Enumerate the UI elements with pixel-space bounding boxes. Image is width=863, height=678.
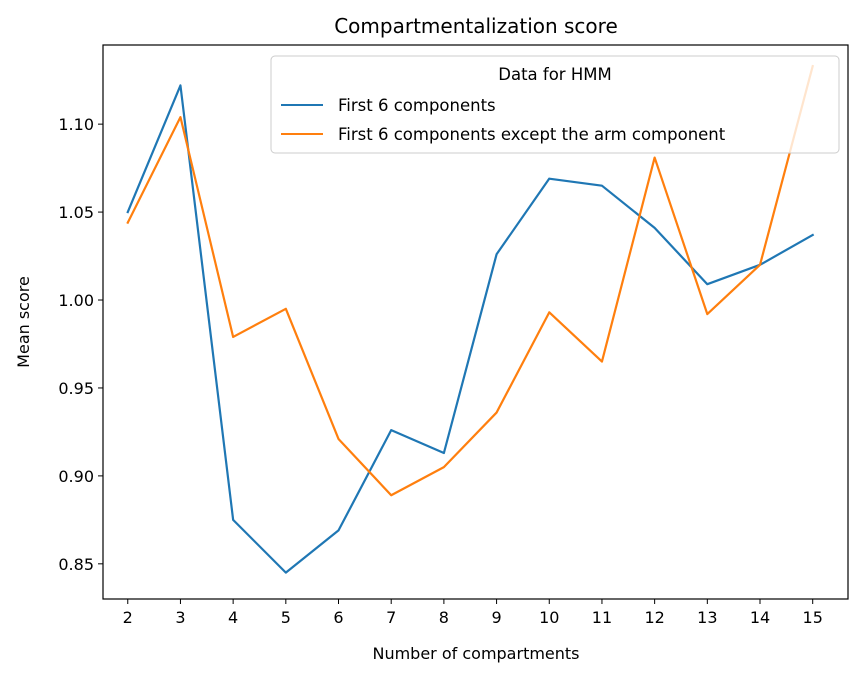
- legend-title: Data for HMM: [498, 65, 611, 84]
- x-tick-label: 12: [644, 608, 664, 627]
- x-tick-label: 13: [697, 608, 717, 627]
- y-tick-label: 1.00: [58, 291, 94, 310]
- x-tick-label: 4: [228, 608, 238, 627]
- legend: Data for HMM First 6 components First 6 …: [270, 55, 840, 154]
- legend-label-except-arm: First 6 components except the arm compon…: [338, 125, 726, 144]
- x-tick-label: 5: [281, 608, 291, 627]
- x-tick-label: 14: [750, 608, 770, 627]
- x-tick-label: 7: [386, 608, 396, 627]
- x-tick-label: 10: [539, 608, 559, 627]
- y-tick-label: 0.90: [58, 467, 94, 486]
- y-axis: 0.85 0.90 0.95 1.00 1.05 1.10: [58, 115, 103, 574]
- x-tick-label: 15: [803, 608, 823, 627]
- plot-area-frame: [102, 44, 849, 600]
- series-line-0: [126, 84, 815, 574]
- legend-label-first-6-components: First 6 components: [338, 96, 496, 115]
- x-tick-label: 11: [592, 608, 612, 627]
- x-tick-label: 9: [491, 608, 501, 627]
- x-tick-label: 6: [333, 608, 343, 627]
- series-layer: [126, 64, 815, 574]
- y-tick-label: 0.95: [58, 379, 94, 398]
- series-line-1: [126, 64, 815, 497]
- x-tick-label: 2: [123, 608, 133, 627]
- x-tick-label: 8: [439, 608, 449, 627]
- x-tick-label: 3: [175, 608, 185, 627]
- y-tick-label: 1.05: [58, 203, 94, 222]
- chart-title: Compartmentalization score: [334, 14, 618, 38]
- x-axis-title: Number of compartments: [372, 644, 579, 663]
- legend-box: [270, 55, 840, 154]
- y-tick-label: 1.10: [58, 115, 94, 134]
- y-tick-label: 0.85: [58, 555, 94, 574]
- y-axis-title: Mean score: [14, 276, 33, 368]
- x-axis: 2 3 4 5 6 7 8 9 10 11 12 13 14 15: [123, 599, 823, 627]
